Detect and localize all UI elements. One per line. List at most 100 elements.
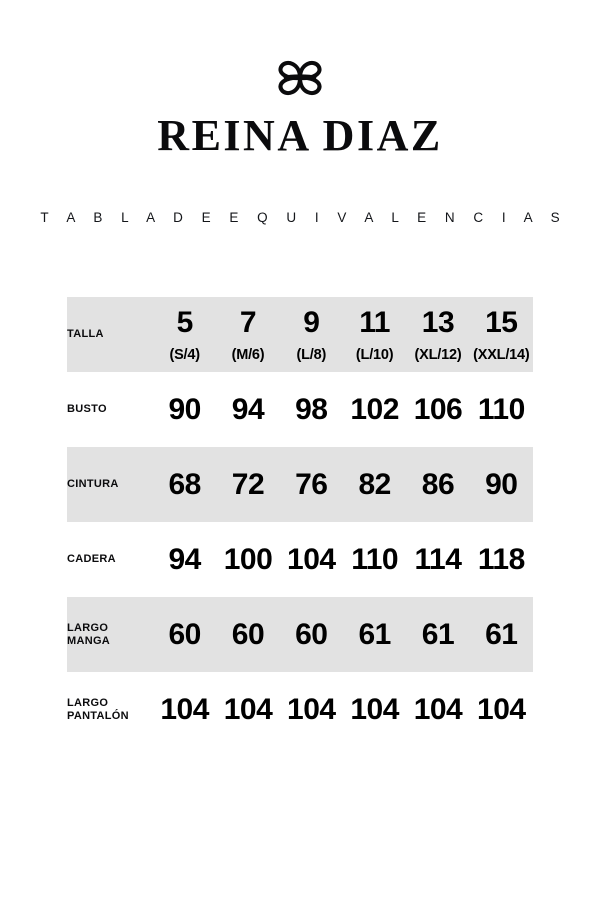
size-value-6: 15 <box>485 306 518 339</box>
row-label-cell: LARGO PANTALÓN <box>67 672 153 747</box>
size-sub-6: (XXL/14) <box>473 346 530 363</box>
measure-value: 100 <box>223 542 273 576</box>
value-cell: 60 <box>216 597 279 672</box>
value-cell: 110 <box>343 522 406 597</box>
value-cell: 98 <box>280 372 343 447</box>
value-cell: 61 <box>470 597 533 672</box>
value-cell: 104 <box>343 672 406 747</box>
measure-value: 104 <box>477 692 526 726</box>
value-cell: 104 <box>280 522 343 597</box>
value-cell: 72 <box>216 447 279 522</box>
measure-value: 104 <box>350 692 399 726</box>
value-cell: 102 <box>343 372 406 447</box>
row-label-largo-pantalon-line2: PANTALÓN <box>67 709 129 722</box>
value-cell: 104 <box>470 672 533 747</box>
brand-header: REINA DIAZ <box>0 0 600 158</box>
measure-value: 60 <box>168 617 201 651</box>
value-cell: 94 <box>153 522 216 597</box>
measure-value: 72 <box>231 467 265 501</box>
header-cell-4: 11 (L/10) <box>343 297 406 372</box>
row-label-cell: CADERA <box>67 522 153 597</box>
value-cell: 104 <box>216 672 279 747</box>
header-cell-6: 15 (XXL/14) <box>470 297 533 372</box>
row-label-cell: LARGO MANGA <box>67 597 153 672</box>
measure-value: 104 <box>413 692 463 726</box>
brand-name: REINA DIAZ <box>157 111 443 160</box>
row-label-cintura: CINTURA <box>67 478 119 491</box>
size-equivalence-table: TALLA 5 (S/4) 7 (M/6) 9 (L/8) 11 (L/10) <box>67 297 533 747</box>
measure-value: 110 <box>477 392 525 426</box>
measure-value: 61 <box>358 617 391 651</box>
measure-value: 104 <box>160 692 209 726</box>
measure-value: 104 <box>223 692 273 726</box>
value-cell: 61 <box>406 597 469 672</box>
size-sub-3: (L/8) <box>296 346 327 363</box>
value-cell: 61 <box>343 597 406 672</box>
size-sub-2: (M/6) <box>231 346 265 363</box>
size-chart-container: TALLA 5 (S/4) 7 (M/6) 9 (L/8) 11 (L/10) <box>0 225 600 747</box>
size-sub-1: (S/4) <box>169 346 200 363</box>
size-value-1: 5 <box>176 306 194 339</box>
measure-value: 118 <box>477 542 525 576</box>
table-row: LARGO MANGA 60 60 60 61 61 61 <box>67 597 533 672</box>
page-title: T A B L A D E E Q U I V A L E N C I A S <box>40 210 568 225</box>
size-sub-5: (XL/12) <box>414 346 462 363</box>
measure-value: 82 <box>358 467 391 501</box>
measure-value: 61 <box>485 617 518 651</box>
size-value-3: 9 <box>303 306 320 339</box>
measure-value: 90 <box>168 392 201 426</box>
value-cell: 68 <box>153 447 216 522</box>
table-row: CINTURA 68 72 76 82 86 90 <box>67 447 533 522</box>
value-cell: 90 <box>470 447 533 522</box>
header-label-cell: TALLA <box>67 297 153 372</box>
value-cell: 82 <box>343 447 406 522</box>
value-cell: 94 <box>216 372 279 447</box>
value-cell: 114 <box>406 522 469 597</box>
value-cell: 100 <box>216 522 279 597</box>
value-cell: 104 <box>406 672 469 747</box>
header-cell-5: 13 (XL/12) <box>406 297 469 372</box>
size-value-2: 7 <box>239 306 257 339</box>
table-row: LARGO PANTALÓN 104 104 104 104 104 104 <box>67 672 533 747</box>
size-sub-4: (L/10) <box>355 346 394 363</box>
row-label-cadera: CADERA <box>67 553 116 566</box>
header-cell-2: 7 (M/6) <box>216 297 279 372</box>
value-cell: 106 <box>406 372 469 447</box>
value-cell: 76 <box>280 447 343 522</box>
value-cell: 118 <box>470 522 533 597</box>
value-cell: 86 <box>406 447 469 522</box>
table-row: CADERA 94 100 104 110 114 118 <box>67 522 533 597</box>
measure-value: 94 <box>231 392 265 426</box>
measure-value: 76 <box>295 467 328 501</box>
measure-value: 98 <box>295 392 328 426</box>
measure-value: 61 <box>421 617 455 651</box>
value-cell: 104 <box>280 672 343 747</box>
measure-value: 104 <box>287 542 336 576</box>
measure-value: 106 <box>413 392 463 426</box>
measure-value: 90 <box>485 467 518 501</box>
row-label-cell: BUSTO <box>67 372 153 447</box>
header-cell-1: 5 (S/4) <box>153 297 216 372</box>
row-label-largo-manga-line2: MANGA <box>67 634 111 647</box>
measure-value: 114 <box>414 542 462 576</box>
measure-value: 110 <box>351 542 399 576</box>
measure-value: 60 <box>231 617 265 651</box>
measure-value: 94 <box>168 542 201 576</box>
row-label-talla: TALLA <box>67 328 104 341</box>
measure-value: 104 <box>287 692 336 726</box>
row-label-cell: CINTURA <box>67 447 153 522</box>
table-header-row: TALLA 5 (S/4) 7 (M/6) 9 (L/8) 11 (L/10) <box>67 297 533 372</box>
value-cell: 60 <box>280 597 343 672</box>
table-row: BUSTO 90 94 98 102 106 110 <box>67 372 533 447</box>
size-value-5: 13 <box>421 306 455 339</box>
value-cell: 104 <box>153 672 216 747</box>
row-label-largo-manga-line1: LARGO <box>67 621 109 634</box>
size-value-4: 11 <box>359 306 390 339</box>
clover-monogram-icon <box>278 60 322 96</box>
header-cell-3: 9 (L/8) <box>280 297 343 372</box>
value-cell: 60 <box>153 597 216 672</box>
measure-value: 60 <box>295 617 328 651</box>
table-body: TALLA 5 (S/4) 7 (M/6) 9 (L/8) 11 (L/10) <box>67 297 533 747</box>
row-label-largo-pantalon-line1: LARGO <box>67 696 109 709</box>
value-cell: 90 <box>153 372 216 447</box>
